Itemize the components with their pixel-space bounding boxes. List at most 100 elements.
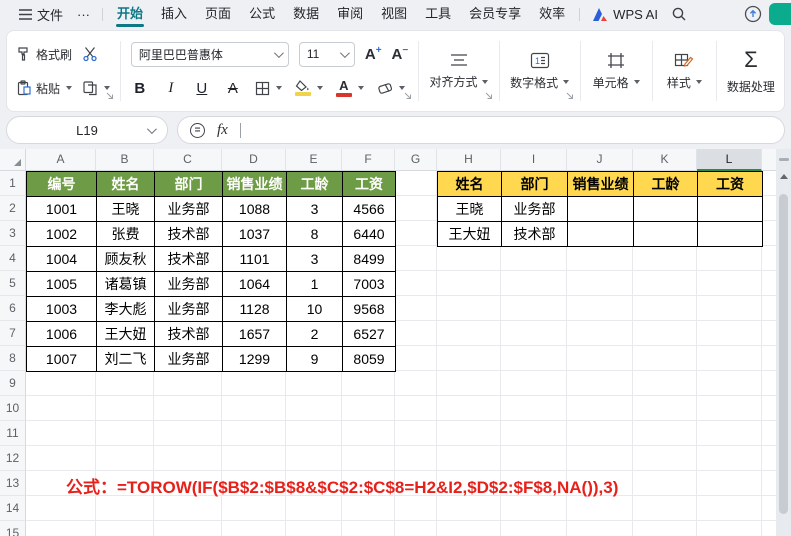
grid-cell[interactable] xyxy=(697,521,762,536)
column-header-E[interactable]: E xyxy=(286,149,342,171)
grid-cell[interactable] xyxy=(762,371,776,396)
menu-tab-8[interactable]: 会员专享 xyxy=(469,6,522,21)
column-header-G[interactable]: G xyxy=(395,149,437,171)
format-painter-button[interactable]: 格式刷 xyxy=(16,46,72,63)
more-menu[interactable]: ··· xyxy=(77,6,91,22)
grid-cell[interactable] xyxy=(96,471,154,496)
grid-cell[interactable] xyxy=(633,246,697,271)
menu-tab-3[interactable]: 公式 xyxy=(249,6,276,21)
menu-tab-6[interactable]: 视图 xyxy=(381,6,408,21)
grid-cell[interactable] xyxy=(395,371,437,396)
table-cell[interactable]: 1 xyxy=(287,272,343,297)
grid-cell[interactable] xyxy=(437,271,501,296)
dialog-launcher-icon[interactable] xyxy=(106,87,114,105)
row-header-8[interactable]: 8 xyxy=(0,346,26,371)
column-header-L[interactable]: L xyxy=(697,149,762,171)
table-cell[interactable]: 1064 xyxy=(223,272,287,297)
name-box[interactable]: L19 xyxy=(6,116,168,144)
table-cell[interactable]: 1299 xyxy=(223,347,287,372)
table-cell[interactable]: 1037 xyxy=(223,222,287,247)
table-cell[interactable]: 张费 xyxy=(97,222,155,247)
table-cell[interactable] xyxy=(568,222,634,247)
font-size-select[interactable]: 11 xyxy=(298,41,355,67)
table-cell[interactable]: 9 xyxy=(287,347,343,372)
table-cell[interactable]: 业务部 xyxy=(155,347,223,372)
grid-cell[interactable] xyxy=(96,496,154,521)
table-cell[interactable]: 业务部 xyxy=(502,197,568,222)
copy-button[interactable] xyxy=(82,80,111,96)
column-header-F[interactable]: F xyxy=(342,149,395,171)
grid-cell[interactable] xyxy=(697,271,762,296)
strikethrough-button[interactable]: A xyxy=(227,79,238,97)
underline-button[interactable]: U xyxy=(196,79,208,97)
search-button[interactable] xyxy=(665,0,693,28)
grid-cell[interactable] xyxy=(567,496,633,521)
column-header-C[interactable]: C xyxy=(154,149,222,171)
grid-cell[interactable] xyxy=(762,396,776,421)
grid-cell[interactable] xyxy=(342,396,395,421)
column-header-I[interactable]: I xyxy=(501,149,567,171)
font-color-button[interactable]: A xyxy=(335,79,364,97)
grid-cell[interactable] xyxy=(501,496,567,521)
grid-cell[interactable] xyxy=(286,421,342,446)
grid-cell[interactable] xyxy=(96,521,154,536)
table-cell[interactable]: 2 xyxy=(287,322,343,347)
menu-tab-1[interactable]: 插入 xyxy=(161,6,188,21)
grid-cell[interactable] xyxy=(154,471,222,496)
wps-ai-button[interactable]: WPS AI xyxy=(585,0,665,28)
grid-cell[interactable] xyxy=(395,271,437,296)
grid-cell[interactable] xyxy=(697,421,762,446)
row-header-1[interactable]: 1 xyxy=(0,171,26,196)
table-cell[interactable]: 技术部 xyxy=(155,247,223,272)
font-name-select[interactable]: 阿里巴巴普惠体 xyxy=(130,41,289,67)
grid-cell[interactable] xyxy=(567,396,633,421)
grid-cell[interactable] xyxy=(154,446,222,471)
grid-cell[interactable] xyxy=(154,396,222,421)
grid-cell[interactable] xyxy=(762,346,776,371)
grid-cell[interactable] xyxy=(633,446,697,471)
number-format-button[interactable]: 1 数字格式 xyxy=(510,38,570,104)
grid-cell[interactable] xyxy=(501,296,567,321)
grid-cell[interactable] xyxy=(567,371,633,396)
grid-cell[interactable] xyxy=(633,321,697,346)
grid-cell[interactable] xyxy=(26,421,96,446)
grid-cell[interactable] xyxy=(697,346,762,371)
grid-cell[interactable] xyxy=(154,521,222,536)
table-cell[interactable]: 王晓 xyxy=(97,197,155,222)
table-cell[interactable]: 诸葛镇 xyxy=(97,272,155,297)
table-cell[interactable]: 7003 xyxy=(343,272,396,297)
table-cell[interactable]: 1001 xyxy=(27,197,97,222)
grid-cell[interactable] xyxy=(762,471,776,496)
table-header-cell[interactable]: 工龄 xyxy=(287,172,343,197)
increase-font-button[interactable]: A+ xyxy=(364,45,382,63)
grid-cell[interactable] xyxy=(395,296,437,321)
grid-cell[interactable] xyxy=(342,446,395,471)
table-cell[interactable]: 9568 xyxy=(343,297,396,322)
upload-button[interactable] xyxy=(737,0,769,28)
grid-cell[interactable] xyxy=(395,421,437,446)
table-cell[interactable]: 8059 xyxy=(343,347,396,372)
grid-cell[interactable] xyxy=(762,221,776,246)
table-cell[interactable]: 王大妞 xyxy=(97,322,155,347)
table-cell[interactable]: 8 xyxy=(287,222,343,247)
grid-cell[interactable] xyxy=(286,446,342,471)
menu-tab-0[interactable]: 开始 xyxy=(108,0,152,28)
grid-cell[interactable] xyxy=(762,521,776,536)
row-header-2[interactable]: 2 xyxy=(0,196,26,221)
row-header-3[interactable]: 3 xyxy=(0,221,26,246)
grid-cell[interactable] xyxy=(501,446,567,471)
grid-cell[interactable] xyxy=(286,521,342,536)
style-button[interactable]: 样式 xyxy=(663,38,706,104)
grid-cell[interactable] xyxy=(286,471,342,496)
fill-color-button[interactable] xyxy=(294,80,323,96)
column-header-D[interactable]: D xyxy=(222,149,286,171)
row-header-10[interactable]: 10 xyxy=(0,396,26,421)
grid-cell[interactable] xyxy=(633,521,697,536)
row-header-15[interactable]: 15 xyxy=(0,521,26,536)
table-cell[interactable]: 8499 xyxy=(343,247,396,272)
grid-cell[interactable] xyxy=(437,371,501,396)
paste-button[interactable]: 粘贴 xyxy=(16,80,73,97)
grid-cell[interactable] xyxy=(437,421,501,446)
table-header-cell[interactable]: 姓名 xyxy=(97,172,155,197)
grid-cell[interactable] xyxy=(762,446,776,471)
